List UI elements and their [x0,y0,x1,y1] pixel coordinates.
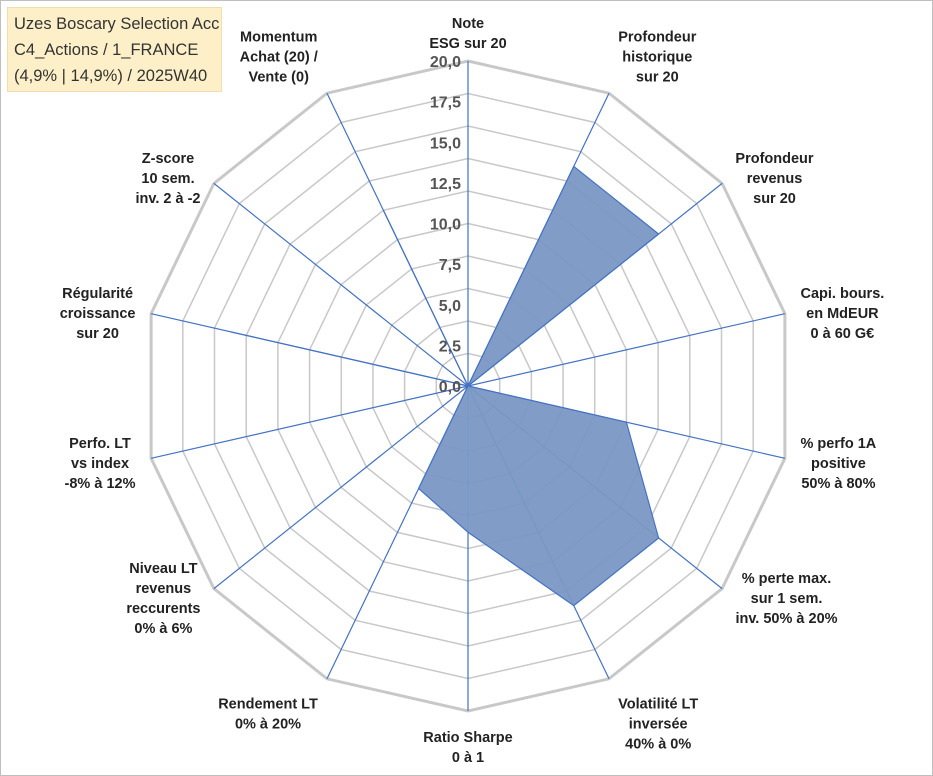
category-label-line: 40% à 0% [625,737,691,753]
category-label-line: Profondeur [735,151,813,167]
category-label-line: vs index [71,456,129,472]
series-area-0 [230,165,660,607]
tick-label: 7,5 [439,257,461,274]
category-label-8: Rendement LT 0% à 20% [218,697,318,733]
category-label-line: inversée [629,717,688,733]
category-label-9: Niveau LT revenus reccurents 0% à 6% [126,561,200,637]
category-label-line: 0 à 60 G€ [811,326,875,342]
category-label-line: Ratio Sharpe [423,730,512,746]
category-label-line: en MdEUR [806,306,879,322]
radar-series [230,165,660,607]
fund-category: C4_Actions / 1_FRANCE [14,41,199,59]
category-label-line: 0 à 1 [452,750,484,766]
category-label-11: Régularité croissance sur 20 [60,286,136,342]
category-label-line: revenus [747,171,803,187]
category-label-line: sur 20 [753,191,796,207]
category-label-line: sur 20 [76,326,119,342]
category-label-10: Perfo. LT vs index -8% à 12% [65,436,136,492]
tick-label: 17,5 [430,95,461,112]
category-label-12: Z-score 10 sem. inv. 2 à -2 [135,151,200,207]
category-label-line: 50% à 80% [801,476,875,492]
category-label-line: historique [622,49,692,65]
category-label-line: positive [811,456,866,472]
category-label-line: Volatilité LT [618,697,698,713]
tick-label: 0,0 [439,379,461,396]
category-label-line: Niveau LT [129,561,197,577]
tick-label: 15,0 [430,135,461,152]
spoke-10 [150,385,469,459]
category-label-line: Achat (20) / [240,49,318,65]
category-label-1: Profondeur historique sur 20 [618,29,696,85]
category-label-line: sur 1 sem. [751,591,823,607]
category-label-line: Perfo. LT [69,436,131,452]
tick-label: 12,5 [430,176,461,193]
tick-label: 20,0 [430,54,461,71]
category-label-line: 0% à 6% [134,621,192,637]
category-label-line: Profondeur [618,29,696,45]
category-label-line: Rendement LT [218,697,318,713]
category-label-5: % perte max. sur 1 sem. inv. 50% à 20% [735,571,837,627]
tick-label: 5,0 [439,298,461,315]
category-label-13: Momentum Achat (20) / Vente (0) [240,29,318,85]
spoke-12 [213,182,469,387]
category-label-line: croissance [60,306,136,322]
spoke-9 [213,385,469,590]
category-label-line: Vente (0) [248,69,309,85]
category-label-line: Capi. bours. [801,286,885,302]
radar-tick-labels: 0,0 2,5 5,0 7,5 10,0 12,5 15,0 17,5 20,0 [430,54,461,396]
category-label-line: 10 sem. [141,171,194,187]
category-label-line: ESG sur 20 [429,36,506,52]
category-label-line: sur 20 [636,69,679,85]
category-label-2: Profondeur revenus sur 20 [735,151,813,207]
category-label-line: Régularité [62,286,133,302]
category-label-line: Z-score [142,151,194,167]
category-label-line: Note [452,16,484,32]
category-label-line: -8% à 12% [65,476,136,492]
category-label-line: inv. 50% à 20% [735,611,837,627]
category-label-3: Capi. bours. en MdEUR 0 à 60 G€ [801,286,885,342]
radar-category-labels: Note ESG sur 20 Profondeur historique sur 20… [60,16,885,766]
category-label-7: Ratio Sharpe 0 à 1 [423,730,512,766]
fund-title-box: Uzes Boscary Selection Acc C4_Actions / … [7,7,222,92]
category-label-0: Note ESG sur 20 [429,16,506,52]
category-label-line: % perte max. [742,571,831,587]
spoke-3 [467,313,786,387]
fund-period: (4,9% | 14,9%) / 2025W40 [14,67,208,85]
fund-name: Uzes Boscary Selection Acc [14,15,220,33]
category-label-line: reccurents [126,601,200,617]
category-label-4: % perfo 1A positive 50% à 80% [801,436,877,492]
category-label-line: revenus [136,581,192,597]
category-label-line: Momentum [240,29,317,45]
category-label-line: % perfo 1A [801,436,877,452]
tick-label: 10,0 [430,217,461,234]
tick-label: 2,5 [439,338,461,355]
category-label-line: inv. 2 à -2 [135,191,200,207]
category-label-line: 0% à 20% [235,717,301,733]
category-label-6: Volatilité LT inversée 40% à 0% [618,697,698,753]
